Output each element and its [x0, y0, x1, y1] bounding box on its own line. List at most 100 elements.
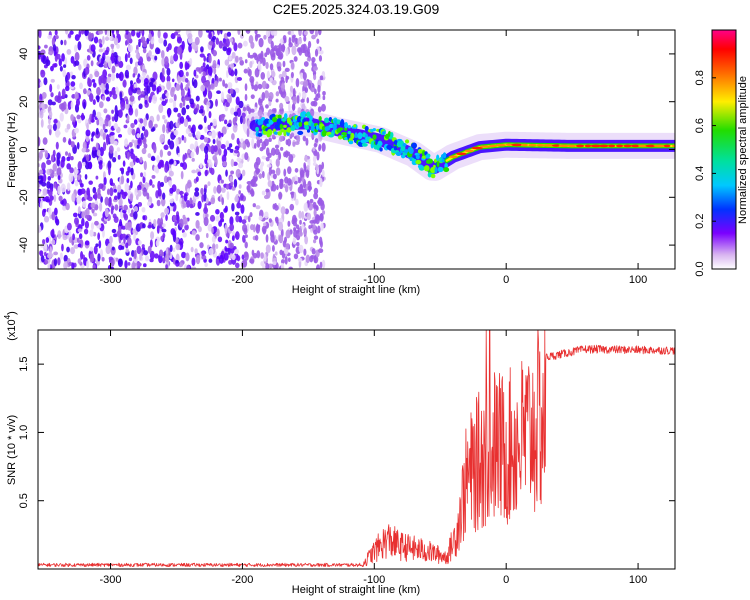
noise-cell [216, 228, 220, 237]
noise-cell [101, 86, 106, 95]
signal-cell [421, 150, 426, 158]
noise-cell [285, 229, 291, 239]
noise-cell [89, 73, 93, 80]
noise-cell [217, 140, 222, 149]
snr-scale-text: (x104) [3, 311, 18, 341]
noise-cell [194, 248, 198, 254]
noise-cell [103, 176, 107, 186]
noise-cell [117, 55, 122, 62]
noise-cell [40, 255, 45, 263]
noise-cell [199, 105, 204, 111]
noise-cell [304, 154, 308, 162]
noise-cell [301, 210, 305, 220]
noise-cell [204, 262, 208, 268]
noise-cell [300, 99, 305, 103]
noise-cell [57, 175, 61, 181]
noise-cell [83, 88, 87, 95]
signal-cell [436, 160, 440, 168]
noise-cell [274, 251, 278, 256]
noise-cell [81, 211, 85, 220]
noise-cell [160, 235, 164, 241]
noise-cell [234, 68, 238, 77]
noise-cell [131, 262, 136, 269]
noise-cell [101, 256, 105, 262]
noise-cell [167, 138, 171, 146]
noise-cell [244, 138, 249, 145]
noise-cell [67, 101, 72, 111]
noise-cell [66, 123, 71, 130]
noise-cell [208, 161, 213, 168]
noise-cell [249, 258, 255, 264]
noise-cell [282, 60, 286, 68]
noise-cell [279, 38, 284, 45]
tone-peak [505, 143, 512, 147]
snr-x-tick-label: 0 [503, 574, 509, 586]
noise-cell [230, 181, 234, 187]
spectrogram-y-label: Frequency (Hz) [6, 112, 18, 188]
noise-cell [148, 50, 152, 58]
noise-cell [195, 254, 201, 265]
noise-cell [225, 140, 230, 148]
noise-cell [93, 245, 98, 255]
noise-cell [191, 157, 195, 162]
noise-cell [77, 161, 83, 171]
noise-cell [119, 219, 122, 226]
noise-cell [168, 170, 174, 177]
noise-cell [55, 141, 59, 150]
noise-cell [111, 30, 115, 34]
signal-cell [283, 124, 287, 128]
noise-cell [170, 228, 176, 236]
noise-cell [53, 194, 57, 203]
noise-cell [165, 253, 170, 263]
noise-cell [172, 214, 177, 222]
noise-cell [235, 168, 241, 178]
noise-cell [69, 167, 74, 174]
noise-cell [98, 163, 103, 170]
noise-cell [45, 59, 51, 67]
noise-cell [38, 225, 42, 234]
noise-cell [225, 38, 230, 48]
signal-cell [372, 128, 376, 132]
noise-cell [235, 231, 240, 240]
noise-cell [165, 264, 168, 269]
noise-cell [125, 64, 131, 71]
noise-cell [156, 114, 160, 122]
noise-cell [77, 174, 81, 181]
noise-cell [129, 57, 133, 65]
noise-cell [303, 248, 307, 256]
noise-cell [180, 82, 184, 91]
noise-cell [221, 197, 225, 206]
noise-cell [318, 236, 323, 246]
noise-cell [98, 48, 104, 53]
noise-cell [42, 188, 48, 196]
noise-cell [114, 150, 118, 158]
noise-cell [104, 117, 110, 127]
noise-cell [273, 266, 279, 269]
noise-cell [236, 157, 242, 163]
tone-peak [536, 144, 545, 147]
noise-cell [185, 128, 190, 135]
signal-cell [353, 124, 357, 128]
noise-cell [146, 56, 152, 62]
noise-cell [275, 91, 280, 97]
noise-cell [200, 187, 204, 195]
noise-cell [319, 261, 323, 269]
noise-cell [207, 66, 213, 76]
noise-cell [160, 181, 165, 188]
noise-cell [153, 144, 157, 154]
noise-cell [134, 61, 139, 68]
noise-cell [86, 187, 91, 197]
noise-cell [143, 143, 148, 149]
noise-cell [292, 95, 297, 105]
noise-cell [253, 142, 257, 149]
signal-cell [427, 172, 432, 178]
noise-cell [210, 197, 216, 205]
noise-cell [114, 204, 119, 211]
noise-cell [185, 252, 190, 262]
noise-cell [309, 108, 315, 118]
noise-cell [111, 228, 117, 234]
noise-cell [149, 239, 153, 248]
noise-cell [238, 184, 242, 189]
noise-cell [223, 252, 229, 261]
x-tick-label: -200 [231, 274, 253, 286]
